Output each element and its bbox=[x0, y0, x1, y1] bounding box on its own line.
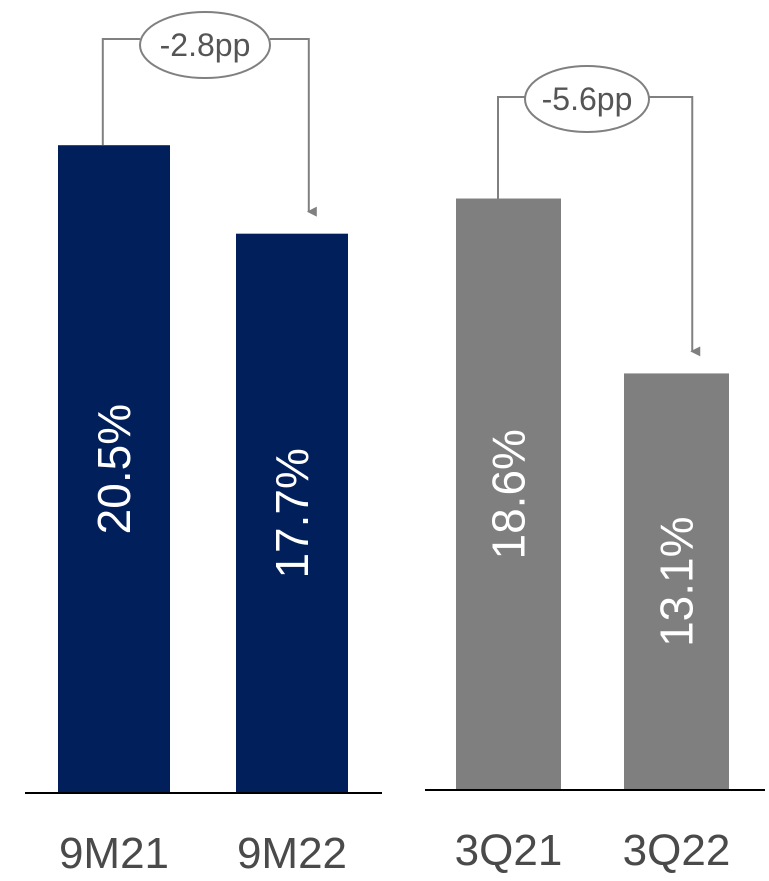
change-badge bbox=[139, 11, 271, 79]
bar-value-label: 20.5% bbox=[88, 404, 140, 534]
panel-third-quarter: 18.6% 3Q21 13.1% 3Q22 -5.6pp bbox=[425, 65, 765, 875]
panel-nine-months: 20.5% 9M21 17.7% 9M22 -2.8pp bbox=[25, 11, 382, 878]
bar-value-label: 13.1% bbox=[651, 516, 703, 646]
bar-3q22 bbox=[624, 373, 729, 790]
connector-arrow bbox=[649, 96, 701, 357]
bar-9m21 bbox=[58, 145, 170, 793]
change-badge bbox=[524, 65, 650, 133]
category-label: 9M21 bbox=[59, 829, 169, 878]
bar-3q21 bbox=[456, 198, 561, 790]
bar-value-label: 17.7% bbox=[266, 448, 318, 578]
change-label: -5.6pp bbox=[542, 81, 633, 117]
category-label: 9M22 bbox=[237, 829, 347, 878]
category-label: 3Q22 bbox=[623, 826, 731, 875]
bar-9m22 bbox=[236, 233, 348, 793]
connector-left bbox=[101, 38, 140, 146]
change-label: -2.8pp bbox=[160, 27, 251, 63]
category-label: 3Q21 bbox=[455, 826, 563, 875]
bar-value-label: 18.6% bbox=[483, 429, 535, 559]
connector-arrow bbox=[270, 38, 317, 217]
connector-left bbox=[497, 96, 525, 199]
